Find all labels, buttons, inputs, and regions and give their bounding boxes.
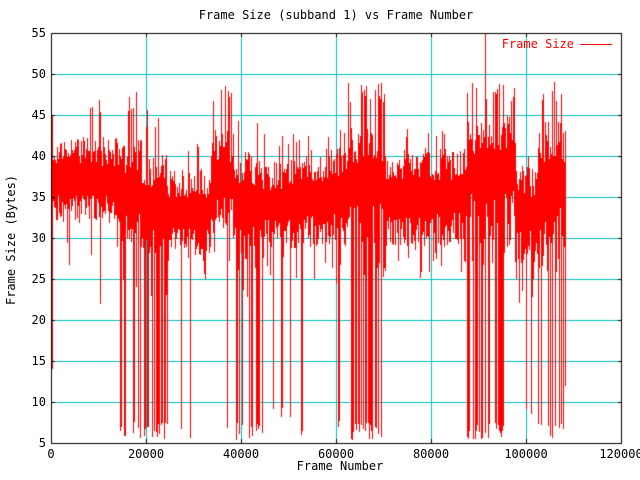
x-tick-label: 20000 bbox=[127, 447, 165, 461]
legend: Frame Size bbox=[502, 37, 612, 51]
y-tick-label: 15 bbox=[31, 354, 46, 368]
legend-entry-label: Frame Size bbox=[501, 37, 574, 51]
y-tick-label: 45 bbox=[31, 108, 46, 122]
x-tick-label: 100000 bbox=[504, 447, 548, 461]
chart-title: Frame Size (subband 1) vs Frame Number bbox=[198, 8, 474, 22]
y-tick-label: 35 bbox=[31, 190, 46, 204]
y-tick-label: 10 bbox=[31, 395, 46, 409]
y-tick-label: 40 bbox=[31, 149, 46, 163]
y-tick-label: 50 bbox=[31, 67, 46, 81]
y-tick-label: 20 bbox=[31, 313, 46, 327]
x-tick-label: 0 bbox=[47, 447, 55, 461]
x-tick-label: 80000 bbox=[412, 447, 450, 461]
x-tick-label: 40000 bbox=[222, 447, 260, 461]
y-tick-label: 25 bbox=[31, 272, 46, 286]
x-axis-label: Frame Number bbox=[296, 459, 384, 473]
y-tick-label: 30 bbox=[31, 231, 46, 245]
x-tick-label: 60000 bbox=[317, 447, 355, 461]
y-tick-label: 55 bbox=[31, 26, 46, 40]
legend-line-sample-icon bbox=[580, 43, 612, 45]
y-tick-label: 5 bbox=[38, 436, 46, 450]
x-tick-label: 120000 bbox=[599, 447, 640, 461]
